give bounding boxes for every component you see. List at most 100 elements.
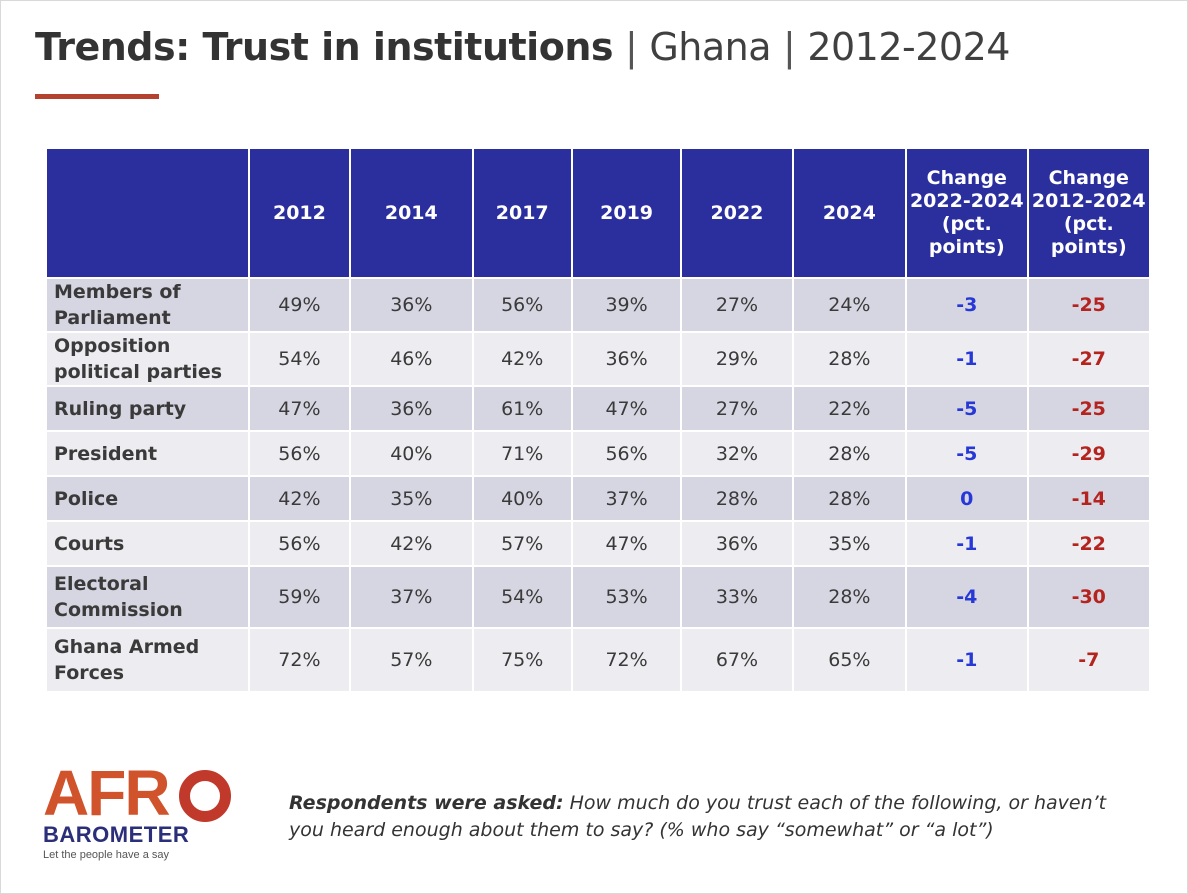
change-2022-2024-cell: -5	[907, 432, 1027, 475]
title-period: 2012-2024	[807, 25, 1010, 69]
trust-value-cell: 57%	[473, 522, 571, 565]
institution-label: President	[47, 432, 248, 475]
trust-value-cell: 53%	[572, 567, 681, 627]
institution-label: Members of Parliament	[47, 279, 248, 331]
header-blank	[47, 149, 248, 277]
institution-label: Ruling party	[47, 387, 248, 430]
change-2012-2024-cell: -25	[1028, 279, 1149, 331]
trust-value-cell: 61%	[473, 387, 571, 430]
trust-value-cell: 35%	[351, 477, 472, 520]
note-text: How much do you trust each of the follow…	[289, 792, 1107, 841]
logo-tagline: Let the people have a say	[43, 849, 169, 861]
column-header: 2012	[249, 149, 350, 277]
change-2022-2024-cell: -4	[907, 567, 1027, 627]
trust-value-cell: 59%	[249, 567, 350, 627]
note-lead: Respondents were asked:	[289, 792, 564, 814]
trust-value-cell: 36%	[351, 279, 472, 331]
trust-value-cell: 57%	[351, 629, 472, 691]
column-header: Change 2012-2024 (pct. points)	[1028, 149, 1149, 277]
change-2022-2024-cell: -5	[907, 387, 1027, 430]
table-row: Members of Parliament 49% 36% 56% 39% 27% 24% -…	[47, 279, 1149, 331]
institution-label: Electoral Commission	[47, 567, 248, 627]
trust-value-cell: 28%	[793, 432, 906, 475]
trust-value-cell: 28%	[793, 567, 906, 627]
trust-value-cell: 54%	[473, 567, 571, 627]
logo-afr-text: AFR	[43, 757, 171, 829]
trust-value-cell: 67%	[682, 629, 792, 691]
trust-value-cell: 27%	[682, 387, 792, 430]
change-2012-2024-cell: -14	[1028, 477, 1149, 520]
change-2012-2024-cell: -29	[1028, 432, 1149, 475]
table-row: Courts 56% 42% 57% 47% 36% 35% -1 -22	[47, 522, 1149, 565]
trust-value-cell: 56%	[249, 522, 350, 565]
trust-value-cell: 71%	[473, 432, 571, 475]
trust-value-cell: 40%	[473, 477, 571, 520]
column-header: 2014	[351, 149, 472, 277]
trust-value-cell: 46%	[351, 333, 472, 385]
table-row: Electoral Commission 59% 37% 54% 53% 33% 28% -4…	[47, 567, 1149, 627]
table-row: President 56% 40% 71% 56% 32% 28% -5 -29	[47, 432, 1149, 475]
trust-value-cell: 40%	[351, 432, 472, 475]
table-header-row: 2012 2014 2017 2019 2022 2024 Change 2022-2024…	[47, 149, 1149, 277]
trust-value-cell: 39%	[572, 279, 681, 331]
trust-value-cell: 36%	[572, 333, 681, 385]
trust-value-cell: 56%	[572, 432, 681, 475]
trust-table: 2012 2014 2017 2019 2022 2024 Change 2022-2024…	[45, 147, 1151, 693]
column-header: 2022	[682, 149, 792, 277]
change-2012-2024-cell: -7	[1028, 629, 1149, 691]
trust-value-cell: 37%	[351, 567, 472, 627]
table-row: Ruling party 47% 36% 61% 47% 27% 22% -5 -25	[47, 387, 1149, 430]
trust-value-cell: 42%	[473, 333, 571, 385]
page-title: Trends: Trust in institutions | Ghana | 2012…	[35, 23, 1010, 71]
trust-value-cell: 32%	[682, 432, 792, 475]
trust-value-cell: 56%	[473, 279, 571, 331]
title-main: Trends: Trust in institutions	[35, 25, 614, 69]
trust-value-cell: 33%	[682, 567, 792, 627]
trust-value-cell: 36%	[351, 387, 472, 430]
trust-value-cell: 54%	[249, 333, 350, 385]
trust-value-cell: 72%	[249, 629, 350, 691]
column-header: 2019	[572, 149, 681, 277]
change-2022-2024-cell: -1	[907, 522, 1027, 565]
trust-value-cell: 27%	[682, 279, 792, 331]
change-2012-2024-cell: -27	[1028, 333, 1149, 385]
trust-value-cell: 75%	[473, 629, 571, 691]
institution-label: Courts	[47, 522, 248, 565]
trust-value-cell: 65%	[793, 629, 906, 691]
title-country: Ghana	[649, 25, 771, 69]
trust-value-cell: 37%	[572, 477, 681, 520]
table-row: Opposition political parties 54% 46% 42% 36%…	[47, 333, 1149, 385]
trust-value-cell: 42%	[249, 477, 350, 520]
title-underline	[35, 94, 159, 99]
trust-value-cell: 22%	[793, 387, 906, 430]
change-2022-2024-cell: -3	[907, 279, 1027, 331]
table-body: Members of Parliament 49% 36% 56% 39% 27% 24% -…	[47, 279, 1149, 691]
change-2022-2024-cell: 0	[907, 477, 1027, 520]
trust-value-cell: 47%	[572, 387, 681, 430]
institution-label: Opposition political parties	[47, 333, 248, 385]
column-header: Change 2022-2024 (pct. points)	[907, 149, 1027, 277]
trust-value-cell: 28%	[793, 477, 906, 520]
logo-barometer-text: BAROMETER	[43, 822, 190, 847]
trust-value-cell: 24%	[793, 279, 906, 331]
trust-value-cell: 47%	[572, 522, 681, 565]
trust-value-cell: 49%	[249, 279, 350, 331]
change-2022-2024-cell: -1	[907, 629, 1027, 691]
globe-icon	[179, 770, 231, 822]
title-separator-2: |	[783, 25, 796, 69]
change-2012-2024-cell: -30	[1028, 567, 1149, 627]
trust-value-cell: 35%	[793, 522, 906, 565]
table-row: Police 42% 35% 40% 37% 28% 28% 0 -14	[47, 477, 1149, 520]
trust-value-cell: 28%	[682, 477, 792, 520]
column-header: 2017	[473, 149, 571, 277]
title-separator-1: |	[625, 25, 638, 69]
institution-label: Police	[47, 477, 248, 520]
change-2012-2024-cell: -22	[1028, 522, 1149, 565]
survey-question-note: Respondents were asked: How much do you …	[289, 790, 1139, 844]
trust-value-cell: 72%	[572, 629, 681, 691]
column-header: 2024	[793, 149, 906, 277]
change-2012-2024-cell: -25	[1028, 387, 1149, 430]
trust-value-cell: 42%	[351, 522, 472, 565]
trust-value-cell: 29%	[682, 333, 792, 385]
